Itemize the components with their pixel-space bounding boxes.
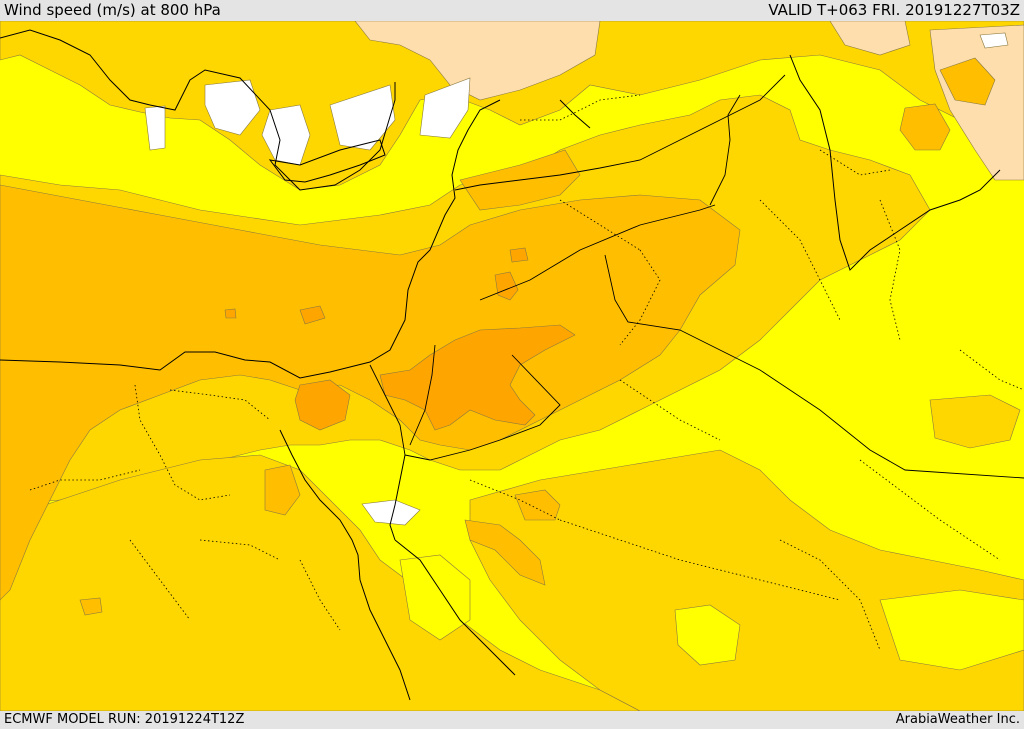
band-yellow-cutout-3 <box>399 554 471 641</box>
band-orange-northeast <box>939 57 996 106</box>
band-gold-southeast <box>469 449 1024 711</box>
band-orange-iran <box>899 103 951 151</box>
band-yellow-cutout-2 <box>879 589 1024 671</box>
band-white-4 <box>419 77 471 139</box>
map-canvas <box>0 21 1024 711</box>
band-peach-northeast <box>829 21 911 56</box>
map-title: Wind speed (m/s) at 800 hPa <box>4 1 221 19</box>
band-darkorange-2 <box>379 324 576 431</box>
credit: ArabiaWeather Inc. <box>895 712 1020 727</box>
valid-time: VALID T+063 FRI. 20191227T03Z <box>768 1 1020 19</box>
admin-boundaries <box>29 94 1024 651</box>
coastline-cyprus <box>268 139 386 183</box>
band-orange-patch-3 <box>264 464 301 516</box>
border-jordan-saudi <box>404 354 561 461</box>
border-iraq-saudi <box>604 254 1024 479</box>
footer-bar: ECMWF MODEL RUN: 20191224T12Z ArabiaWeat… <box>0 711 1024 729</box>
coastline-gulf-aqaba <box>389 454 406 541</box>
border-turkey-syria <box>454 74 786 191</box>
coastline-gulf-iran <box>789 54 1001 271</box>
coastline-lake <box>559 99 591 129</box>
coastline-gulf-suez <box>279 429 361 581</box>
border-iraq-iran <box>709 94 741 206</box>
band-white-1 <box>204 79 261 136</box>
band-white-7 <box>979 32 1009 49</box>
band-orange-main <box>0 184 741 601</box>
coastline-red-sea-east <box>394 539 516 676</box>
header-bar: Wind speed (m/s) at 800 hPa VALID T+063 … <box>0 0 1024 21</box>
model-run: ECMWF MODEL RUN: 20191224T12Z <box>4 712 245 727</box>
coastline-mediterranean-south <box>0 99 501 379</box>
band-darkorange-1 <box>294 379 351 431</box>
band-darkorange-5 <box>509 247 529 263</box>
coastline-red-sea-west <box>359 579 411 701</box>
wind-speed-map <box>0 21 1024 711</box>
border-syria-iraq <box>479 204 716 301</box>
band-darkorange-3 <box>494 271 519 301</box>
band-darkorange-6 <box>224 308 237 319</box>
border-jordan-river <box>409 344 436 446</box>
band-orange-patch-4 <box>79 597 103 616</box>
band-white-3 <box>329 84 396 151</box>
band-orange-patch-1 <box>514 489 561 521</box>
band-peach-north <box>354 21 601 101</box>
band-gold-east-patch <box>929 394 1021 449</box>
band-yellow-cutout-1 <box>674 604 741 666</box>
border-egypt-israel <box>369 364 406 456</box>
band-white-6 <box>361 499 421 526</box>
coastline-turkey-south <box>0 29 396 191</box>
band-darkorange-4 <box>299 305 326 325</box>
band-orange-patch-2 <box>464 519 546 586</box>
